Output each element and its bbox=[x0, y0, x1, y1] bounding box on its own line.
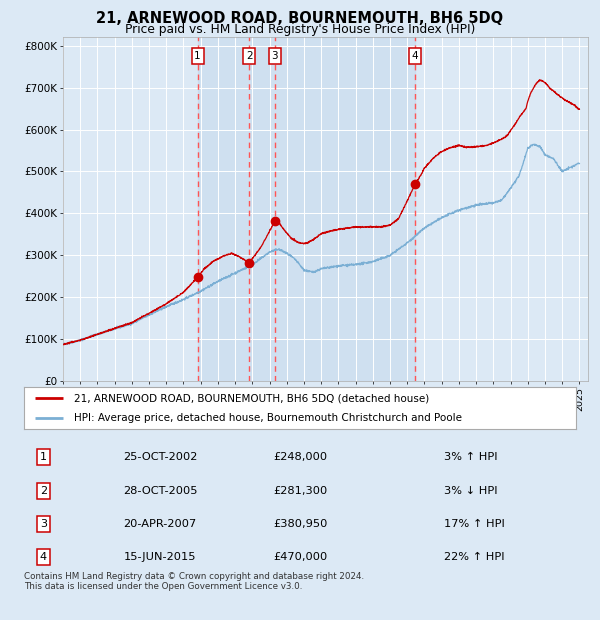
Text: 28-OCT-2005: 28-OCT-2005 bbox=[124, 485, 198, 495]
Text: £380,950: £380,950 bbox=[273, 519, 327, 529]
Text: 25-OCT-2002: 25-OCT-2002 bbox=[124, 453, 198, 463]
Text: 2: 2 bbox=[40, 485, 47, 495]
Text: 1: 1 bbox=[40, 453, 47, 463]
Text: 22% ↑ HPI: 22% ↑ HPI bbox=[443, 552, 504, 562]
Text: 2: 2 bbox=[246, 51, 253, 61]
Text: 20-APR-2007: 20-APR-2007 bbox=[124, 519, 197, 529]
Text: 21, ARNEWOOD ROAD, BOURNEMOUTH, BH6 5DQ: 21, ARNEWOOD ROAD, BOURNEMOUTH, BH6 5DQ bbox=[97, 11, 503, 26]
Text: 15-JUN-2015: 15-JUN-2015 bbox=[124, 552, 196, 562]
Text: 4: 4 bbox=[40, 552, 47, 562]
Text: £281,300: £281,300 bbox=[273, 485, 327, 495]
Text: 3: 3 bbox=[40, 519, 47, 529]
Text: £248,000: £248,000 bbox=[273, 453, 327, 463]
Text: 21, ARNEWOOD ROAD, BOURNEMOUTH, BH6 5DQ (detached house): 21, ARNEWOOD ROAD, BOURNEMOUTH, BH6 5DQ … bbox=[74, 393, 429, 403]
Text: 3: 3 bbox=[271, 51, 278, 61]
Text: Price paid vs. HM Land Registry's House Price Index (HPI): Price paid vs. HM Land Registry's House … bbox=[125, 23, 475, 36]
Text: £470,000: £470,000 bbox=[273, 552, 327, 562]
Bar bbox=[197, 37, 415, 381]
Text: 3% ↑ HPI: 3% ↑ HPI bbox=[443, 453, 497, 463]
Text: HPI: Average price, detached house, Bournemouth Christchurch and Poole: HPI: Average price, detached house, Bour… bbox=[74, 413, 461, 423]
Text: 3% ↓ HPI: 3% ↓ HPI bbox=[443, 485, 497, 495]
Text: Contains HM Land Registry data © Crown copyright and database right 2024.
This d: Contains HM Land Registry data © Crown c… bbox=[24, 572, 364, 591]
Text: 1: 1 bbox=[194, 51, 201, 61]
Text: 17% ↑ HPI: 17% ↑ HPI bbox=[443, 519, 505, 529]
Text: 4: 4 bbox=[412, 51, 418, 61]
